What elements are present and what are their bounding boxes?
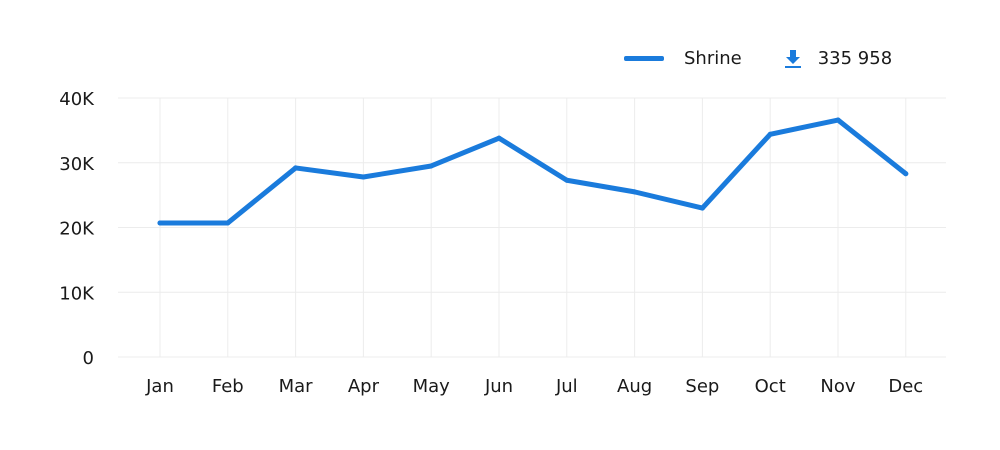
data-point bbox=[767, 131, 773, 137]
data-point bbox=[496, 135, 502, 141]
x-tick-label: Dec bbox=[888, 376, 923, 397]
y-tick-label: 30K bbox=[59, 154, 95, 175]
x-tick-label: Oct bbox=[755, 376, 786, 397]
series-line bbox=[157, 117, 909, 226]
x-tick-label: Sep bbox=[685, 376, 719, 397]
data-point bbox=[903, 171, 909, 177]
data-point bbox=[225, 220, 231, 226]
x-tick-label: May bbox=[413, 376, 451, 397]
download-icon[interactable] bbox=[784, 49, 802, 69]
x-tick-label: Apr bbox=[348, 376, 380, 397]
legend: Shrine 335 958 bbox=[624, 48, 892, 69]
data-point bbox=[428, 163, 434, 169]
x-tick-label: Mar bbox=[279, 376, 314, 397]
y-tick-label: 40K bbox=[59, 89, 95, 110]
x-tick-label: Jan bbox=[145, 376, 174, 397]
x-tick-label: Jul bbox=[555, 376, 578, 397]
x-tick-label: Aug bbox=[617, 376, 652, 397]
x-tick-label: Jun bbox=[484, 376, 513, 397]
legend-series-label: Shrine bbox=[684, 48, 742, 69]
legend-total: 335 958 bbox=[817, 48, 893, 69]
y-tick-label: 20K bbox=[59, 219, 95, 240]
legend-swatch bbox=[624, 56, 664, 61]
y-tick-label: 10K bbox=[59, 283, 95, 304]
x-tick-label: Nov bbox=[820, 376, 855, 397]
data-point bbox=[293, 165, 299, 171]
data-point bbox=[632, 189, 638, 195]
data-point bbox=[360, 174, 366, 180]
data-point bbox=[699, 205, 705, 211]
data-point bbox=[564, 177, 570, 183]
x-tick-label: Feb bbox=[212, 376, 244, 397]
y-tick-label: 0 bbox=[83, 348, 94, 369]
data-point bbox=[157, 220, 163, 226]
data-point bbox=[835, 117, 841, 123]
